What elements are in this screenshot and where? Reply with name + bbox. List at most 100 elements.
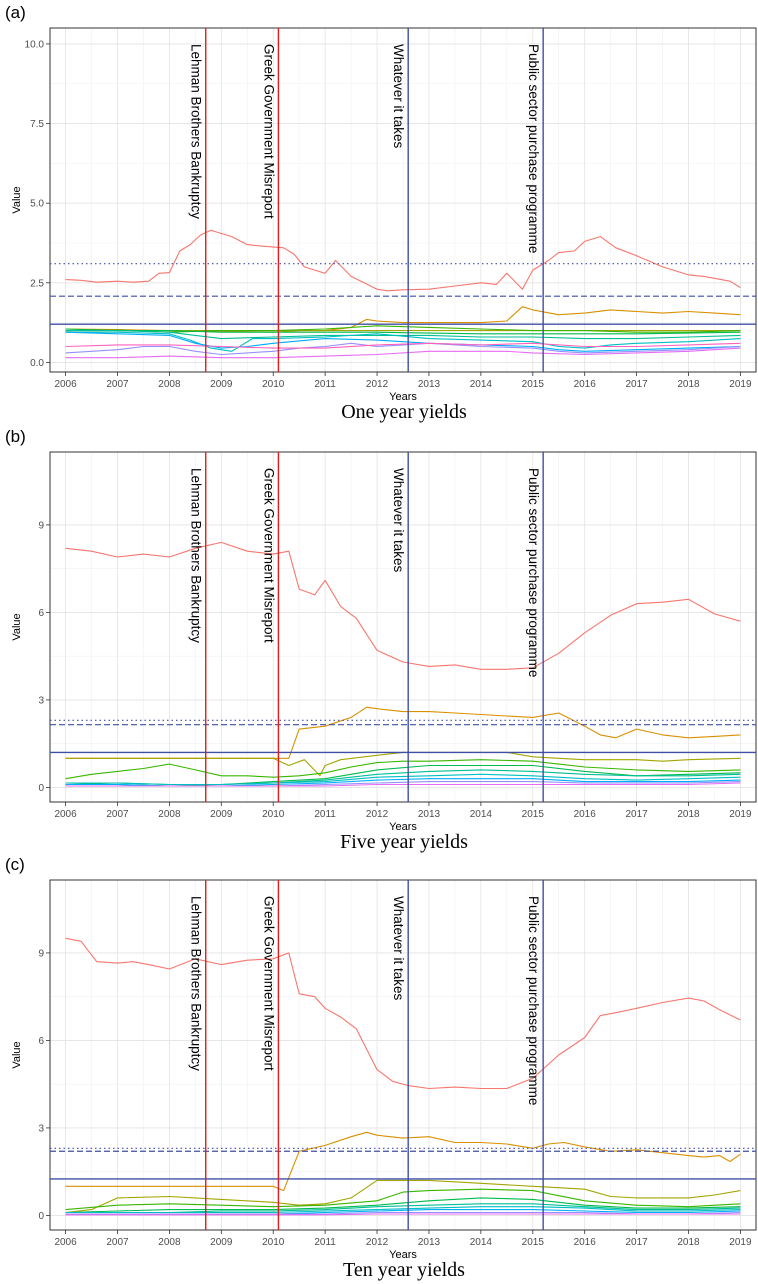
event-label-2: Greek Government Misreport bbox=[261, 44, 276, 219]
chart-caption: Ten year yields bbox=[343, 1259, 465, 1281]
panel-c: (c) Lehman Brothers Bankruptcy Greek Gover… bbox=[5, 855, 757, 1281]
x-tick-label: 2009 bbox=[210, 379, 233, 390]
x-tick-label: 2007 bbox=[106, 379, 129, 390]
x-tick-label: 2012 bbox=[366, 1237, 389, 1248]
x-tick-label: 2006 bbox=[54, 809, 77, 820]
series-line-5 bbox=[65, 328, 741, 335]
series-line-4 bbox=[65, 759, 741, 780]
series-group bbox=[65, 229, 741, 359]
x-tick-label: 2010 bbox=[262, 379, 285, 390]
x-tick-label: 2011 bbox=[314, 379, 336, 390]
x-tick-label: 2016 bbox=[574, 809, 597, 820]
x-tick-label: 2015 bbox=[522, 809, 545, 820]
x-tick-label: 2018 bbox=[677, 809, 700, 820]
event-label-2: Greek Government Misreport bbox=[261, 468, 276, 643]
y-tick-label: 0 bbox=[38, 783, 44, 794]
x-tick-label: 2016 bbox=[574, 379, 597, 390]
grid bbox=[50, 28, 756, 372]
x-tick-label: 2017 bbox=[625, 809, 648, 820]
y-tick-label: 3 bbox=[38, 695, 44, 706]
panel-a: (a) Lehman Brothers Bankruptcy Greek Gover… bbox=[5, 3, 757, 423]
y-tick-label: 7.5 bbox=[30, 119, 44, 130]
x-tick-label: 2013 bbox=[418, 379, 441, 390]
x-axis-title: Years bbox=[389, 1249, 417, 1261]
y-tick-label: 9 bbox=[38, 520, 44, 531]
x-tick-label: 2008 bbox=[158, 809, 181, 820]
y-tick-label: 6 bbox=[38, 608, 44, 619]
y-tick-label: 0.0 bbox=[30, 358, 44, 369]
x-tick-label: 2016 bbox=[574, 1237, 597, 1248]
x-tick-label: 2014 bbox=[470, 379, 493, 390]
y-axis-title: Value bbox=[11, 186, 23, 213]
x-tick-label: 2013 bbox=[418, 809, 441, 820]
y-tick-label: 6 bbox=[38, 1036, 44, 1047]
series-line-10 bbox=[65, 1213, 741, 1216]
event-label-4: Public sector purchase programme bbox=[526, 896, 541, 1105]
grid bbox=[50, 880, 756, 1230]
event-label-4: Public sector purchase programme bbox=[526, 44, 541, 253]
y-tick-label: 5.0 bbox=[30, 199, 44, 210]
x-tick-label: 2007 bbox=[106, 1237, 129, 1248]
x-tick-label: 2009 bbox=[210, 1237, 233, 1248]
series-line-6 bbox=[65, 330, 741, 340]
y-tick-label: 2.5 bbox=[30, 278, 44, 289]
y-tick-label: 9 bbox=[38, 948, 44, 959]
plot-border bbox=[49, 27, 757, 373]
series-line-7 bbox=[65, 773, 741, 786]
series-line-7 bbox=[65, 331, 741, 352]
x-axis-title: Years bbox=[389, 821, 417, 833]
event-label-3: Whatever it takes bbox=[391, 44, 406, 149]
x-tick-label: 2006 bbox=[54, 379, 77, 390]
series-line-11 bbox=[65, 342, 741, 349]
x-tick-label: 2014 bbox=[470, 809, 493, 820]
panel-tag: (b) bbox=[5, 427, 26, 446]
event-label-1: Lehman Brothers Bankruptcy bbox=[189, 44, 204, 219]
grid bbox=[50, 452, 756, 802]
x-tick-label: 2019 bbox=[729, 809, 752, 820]
chart-caption: Five year yields bbox=[340, 831, 468, 853]
plot-border bbox=[49, 451, 757, 803]
series-line-9 bbox=[65, 342, 741, 356]
plot-border bbox=[49, 879, 757, 1231]
x-tick-label: 2012 bbox=[366, 809, 389, 820]
x-tick-label: 2013 bbox=[418, 1237, 441, 1248]
series-line-8 bbox=[65, 331, 741, 352]
series-line-4 bbox=[65, 1188, 741, 1211]
series-line-10 bbox=[65, 347, 741, 359]
event-label-3: Whatever it takes bbox=[391, 896, 406, 1001]
y-tick-label: 10.0 bbox=[25, 39, 45, 50]
panel-b: (b) Lehman Brothers Bankruptcy Greek Gover… bbox=[5, 427, 757, 853]
x-tick-label: 2006 bbox=[54, 1237, 77, 1248]
y-tick-label: 0 bbox=[38, 1211, 44, 1222]
x-tick-label: 2017 bbox=[625, 379, 648, 390]
y-tick-label: 3 bbox=[38, 1123, 44, 1134]
series-line-1 bbox=[65, 229, 741, 292]
y-axis-title: Value bbox=[11, 613, 23, 640]
series-line-4 bbox=[65, 325, 741, 333]
series-line-10 bbox=[65, 782, 741, 787]
x-tick-label: 2007 bbox=[106, 809, 129, 820]
x-axis-title: Years bbox=[389, 391, 417, 403]
event-label-2: Greek Government Misreport bbox=[261, 896, 276, 1071]
event-label-3: Whatever it takes bbox=[391, 468, 406, 573]
series-line-3 bbox=[65, 1179, 741, 1214]
x-tick-label: 2011 bbox=[314, 809, 336, 820]
chart-caption: One year yields bbox=[341, 401, 467, 423]
panel-tag: (a) bbox=[5, 3, 26, 22]
x-tick-label: 2019 bbox=[729, 379, 752, 390]
y-axis-title: Value bbox=[11, 1041, 23, 1068]
x-tick-label: 2018 bbox=[677, 1237, 700, 1248]
x-tick-label: 2011 bbox=[314, 1237, 336, 1248]
x-tick-label: 2018 bbox=[677, 379, 700, 390]
series-group bbox=[65, 937, 741, 1216]
series-line-1 bbox=[65, 937, 741, 1090]
x-tick-label: 2014 bbox=[470, 1237, 493, 1248]
event-label-1: Lehman Brothers Bankruptcy bbox=[189, 896, 204, 1071]
panel-tag: (c) bbox=[5, 855, 25, 874]
x-tick-label: 2008 bbox=[158, 1237, 181, 1248]
series-line-1 bbox=[65, 541, 741, 670]
x-tick-label: 2010 bbox=[262, 1237, 285, 1248]
event-label-1: Lehman Brothers Bankruptcy bbox=[189, 468, 204, 643]
x-tick-label: 2015 bbox=[522, 379, 545, 390]
